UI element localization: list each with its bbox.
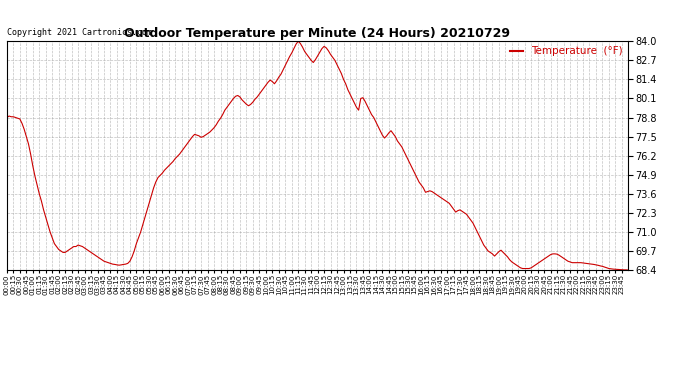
- Text: Copyright 2021 Cartronics.com: Copyright 2021 Cartronics.com: [7, 28, 152, 37]
- Legend: Temperature  (°F): Temperature (°F): [506, 42, 627, 61]
- Title: Outdoor Temperature per Minute (24 Hours) 20210729: Outdoor Temperature per Minute (24 Hours…: [124, 27, 511, 40]
